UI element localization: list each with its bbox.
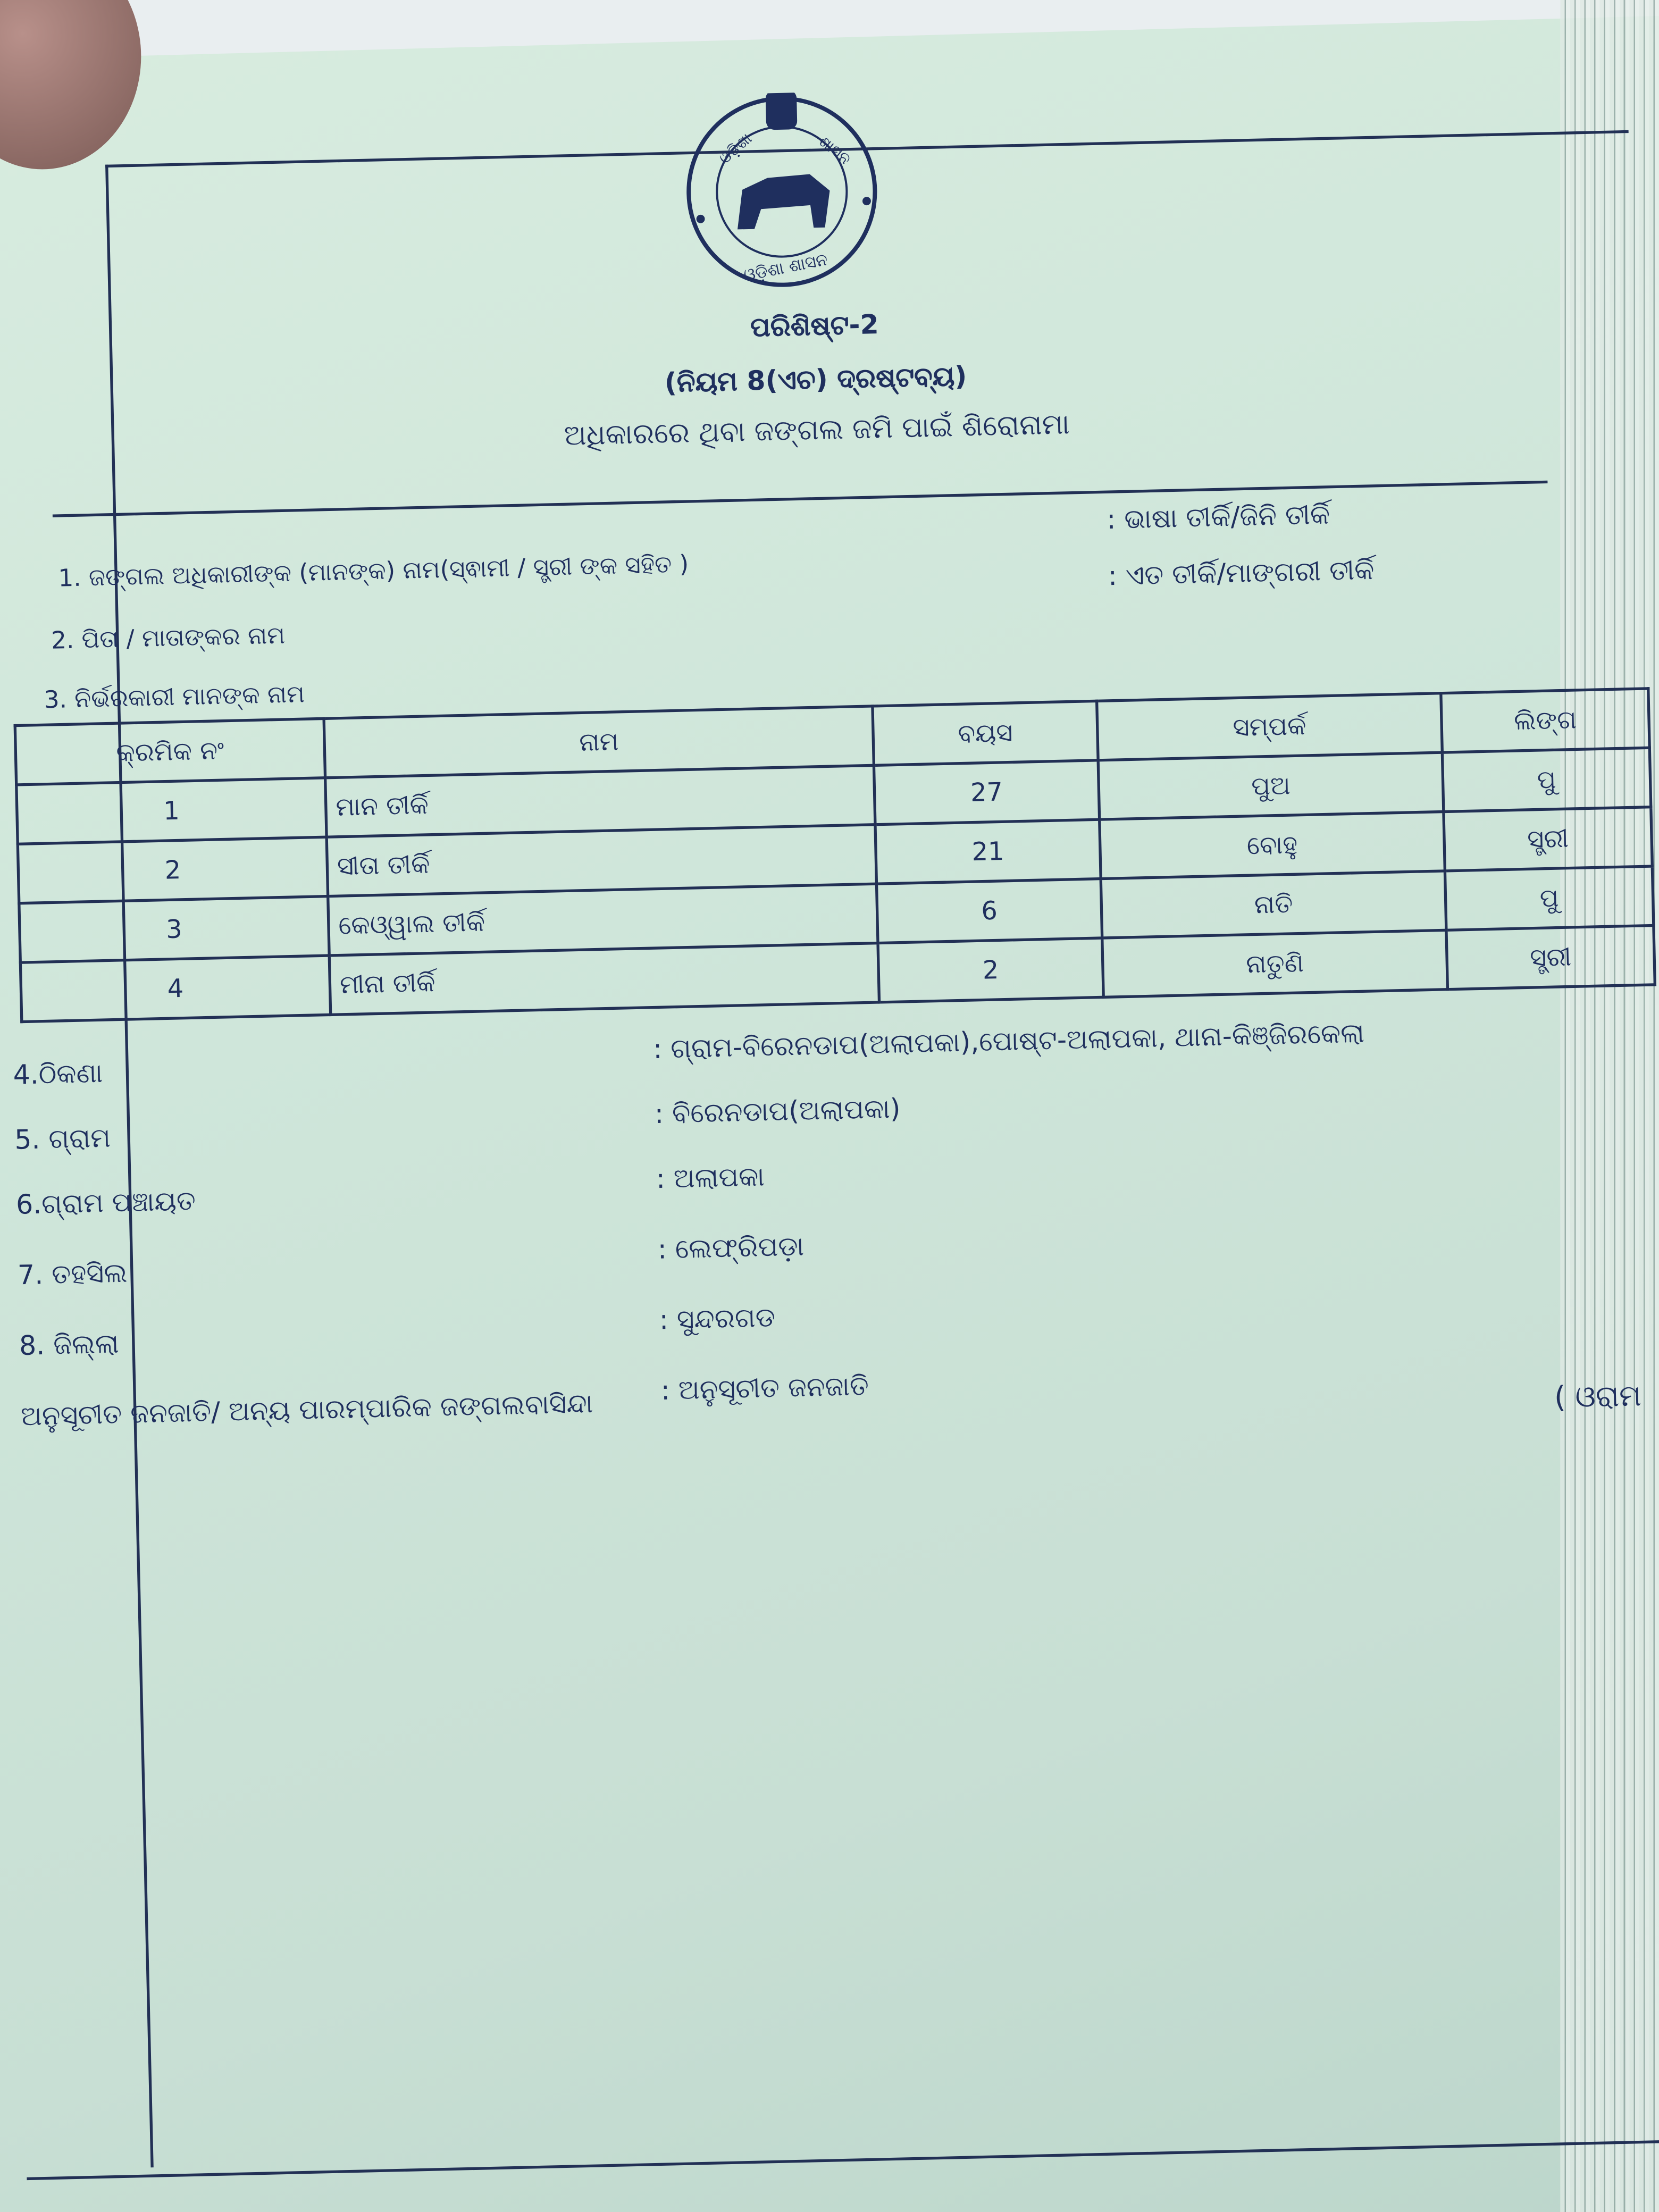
cell-serial: 2: [18, 837, 328, 903]
header-serial: କ୍ରମିକ ନଂ: [15, 718, 325, 785]
cell-gender: ପୁ: [1445, 866, 1654, 931]
cell-relation: ବୋହୁ: [1099, 811, 1445, 879]
border-bottom: [27, 2140, 1659, 2181]
header-relation: ସମ୍ପର୍କ: [1096, 693, 1443, 760]
field-value-district: : ସୁନ୍ଦରଗଡ: [659, 1302, 776, 1336]
field-label-village: 5. ଗ୍ରାମ: [14, 1122, 111, 1156]
field-value-address: : ଗ୍ରାମ-ବିରେନଡାପ(ଅଲାପକା),ପୋଷ୍ଟ-ଅଲାପକା, ଥ…: [652, 1018, 1365, 1066]
header-age: ବୟସ: [872, 701, 1099, 766]
field-value-owner-name: : ଭାଷା ତୀର୍କି/ଜିନି ତୀର୍କି: [1106, 499, 1330, 536]
odisha-emblem-seal: ଓଡ଼ିଶା ଶାସନ ଓଡ଼ିଶା ଶାସନ: [686, 90, 877, 287]
field-value-tehsil: : ଲେଫ୍ରିପଡ଼ା: [657, 1231, 805, 1266]
field-value-tribe-name: ( ଓରାମ: [1554, 1378, 1642, 1415]
cell-age: 27: [874, 760, 1100, 825]
binding-edge: [1560, 0, 1659, 2212]
cell-gender: ପୁ: [1442, 748, 1651, 812]
header-gender: ଲିଙ୍ଗ: [1440, 688, 1650, 753]
field-label-tehsil: 7. ତହସିଲ: [17, 1258, 128, 1292]
field-value-gram-panchayat: : ଅଲାପକା: [656, 1161, 765, 1195]
cell-serial: 3: [19, 896, 330, 963]
field-label-dependents: 3. ନିର୍ଭରକାରୀ ମାନଙ୍କ ନାମ: [44, 681, 305, 715]
field-label-district: 8. ଜିଲ୍ଲା: [19, 1328, 120, 1362]
field-value-parent-name: : ଏତ ତୀର୍କି/ମାଙ୍ଗରୀ ତୀର୍କି: [1108, 555, 1375, 592]
cell-age: 21: [875, 819, 1101, 884]
field-label-gram-panchayat: 6.ଗ୍ରାମ ପଞ୍ଚାୟତ: [15, 1185, 196, 1221]
field-label-address: 4.ଠିକଣା: [12, 1058, 103, 1091]
cell-gender: ସ୍ତ୍ରୀ: [1446, 925, 1655, 990]
cell-relation: ପୁଅ: [1098, 752, 1444, 820]
cell-relation: ନାତୁଣି: [1102, 930, 1448, 998]
svg-text:ଶାସନ: ଶାସନ: [815, 132, 854, 169]
field-label-parent-name: 2. ପିତା / ମାତାଙ୍କର ନାମ: [51, 622, 286, 656]
cell-serial: 1: [16, 777, 327, 844]
cell-serial: 4: [20, 955, 331, 1022]
field-label-tribe-category: ଅନୁସୂଚୀତ ଜନଜାତି/ ଅନ୍ୟ ପାରମ୍ପାରିକ ଜଙ୍ଗଲବା…: [20, 1388, 593, 1432]
border-left: [105, 164, 154, 2168]
cell-relation: ନାତି: [1101, 870, 1446, 938]
cell-age: 6: [876, 878, 1102, 943]
field-value-village: : ବିରେନଡାପ(ଅଲାପକା): [654, 1093, 901, 1130]
cell-gender: ସ୍ତ୍ରୀ: [1443, 807, 1653, 871]
appendix-label: ପରିଶିଷ୍ଟ-2: [750, 309, 879, 343]
dependents-table: କ୍ରମିକ ନଂ ନାମ ବୟସ ସମ୍ପର୍କ ଲିଙ୍ଗ 1 ମାନ ତୀ…: [14, 687, 1657, 1023]
cell-name: ମୀନା ତୀର୍କି: [329, 943, 879, 1015]
field-value-tribe-category: : ଅନୁସୂଚୀତ ଜନଜାତି: [660, 1371, 869, 1407]
cell-age: 2: [877, 937, 1104, 1002]
field-label-owner-name: 1. ଜଙ୍ଗଲ ଅଧିକାରୀଙ୍କ (ମାନଙ୍କ) ନାମ(ସ୍ଵାମୀ …: [57, 550, 689, 593]
